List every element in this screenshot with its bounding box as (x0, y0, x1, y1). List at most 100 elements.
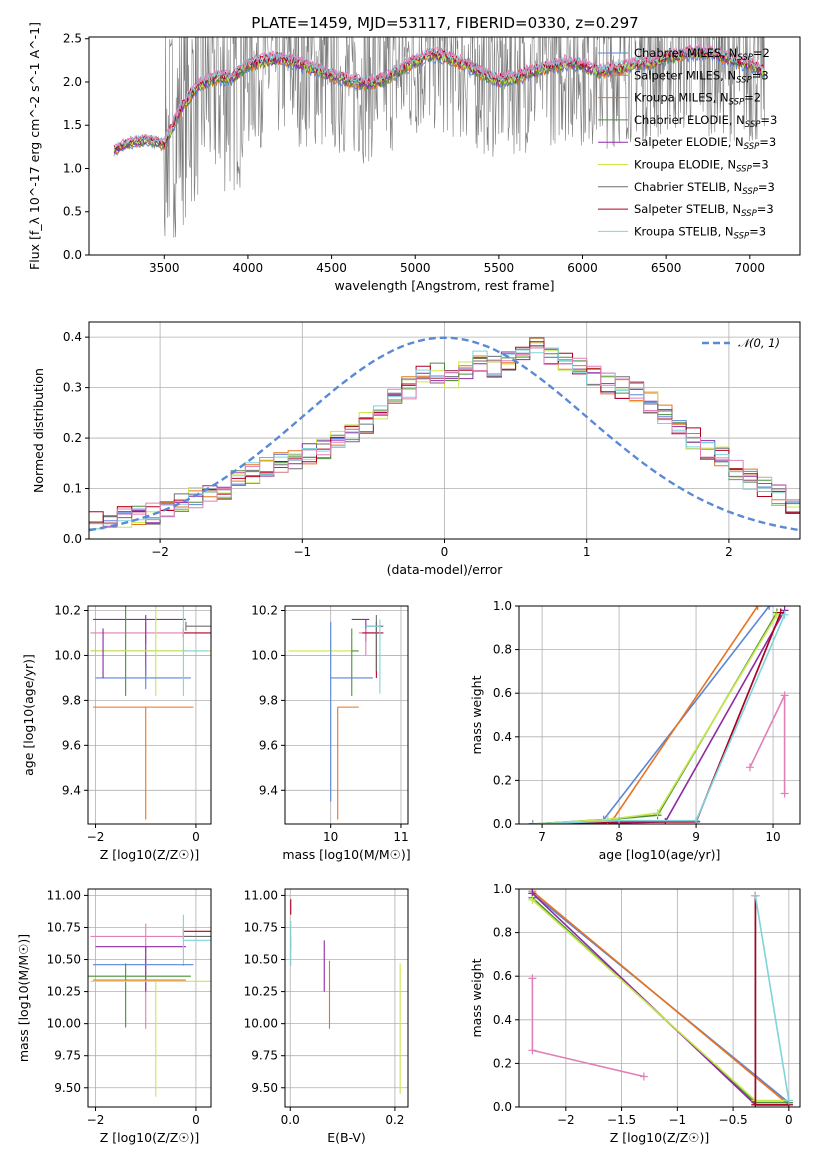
x-tick-label: −2 (151, 545, 169, 559)
x-tick-label: 11 (393, 830, 408, 844)
y-tick-label: 10.0 (251, 648, 278, 662)
weight-marker (528, 895, 537, 904)
weight-marker (780, 691, 789, 700)
weight-marker (528, 820, 537, 824)
plot-area (113, 37, 765, 238)
weight-marker (528, 1046, 537, 1055)
chart-mass_vs_ebv: 0.0 0.2 9.50 9.75 10.00 10.25 10.50 10.75 11.00 E… (244, 888, 409, 1145)
x-tick-label: 7000 (735, 261, 766, 275)
y-axis-label: age [log10(age/yr)] (21, 654, 36, 776)
chart-age_vs_Z: −2 0 9.4 9.6 9.8 10.0 10.2 Z [log10(Z/Z☉)] age [… (21, 603, 212, 862)
plot-area (290, 899, 401, 1095)
weight-marker (780, 789, 789, 798)
x-tick-label: −0.5 (719, 1113, 748, 1127)
y-tick-label: 0.2 (493, 773, 512, 787)
y-tick-label: 1.0 (493, 882, 512, 896)
weight-marker (692, 816, 701, 824)
weight-line (532, 606, 759, 824)
y-tick-label: 2.0 (63, 75, 82, 89)
x-tick-label: 10 (323, 830, 338, 844)
weight-line (532, 614, 786, 824)
legend-label: Salpeter STELIB, NSSP=3 (634, 202, 774, 219)
y-tick-label: 9.6 (259, 738, 278, 752)
chart-spectrum: 3500 4000 4500 5000 5500 6000 6500 7000 0.0 0.5 1.… (27, 22, 801, 293)
axes-frame (87, 605, 212, 825)
x-axis-label: Z [log10(Z/Z☉)] (100, 847, 200, 862)
y-tick-label: 10.2 (251, 603, 278, 617)
y-tick-label: 9.8 (62, 693, 81, 707)
legend-label: Kroupa ELODIE, NSSP=3 (634, 158, 769, 175)
y-tick-label: 11.00 (244, 888, 278, 902)
x-tick-label: 2 (725, 545, 733, 559)
x-tick-label: 0 (785, 1113, 793, 1127)
y-tick-label: 11.00 (47, 888, 81, 902)
weight-marker (745, 763, 754, 772)
y-tick-label: 9.50 (251, 1081, 278, 1095)
x-tick-label: 4000 (233, 261, 264, 275)
axes-frame (284, 605, 409, 825)
y-tick-label: 2.5 (63, 32, 82, 46)
x-tick-label: 5000 (400, 261, 431, 275)
y-tick-label: 0.4 (493, 730, 512, 744)
weight-line (531, 978, 645, 1078)
weight-marker (751, 1100, 760, 1107)
weight-marker (784, 1096, 793, 1105)
weight-line (532, 610, 786, 824)
y-tick-label: 10.00 (244, 1017, 278, 1031)
axes-frame (518, 605, 801, 825)
axes-frame (518, 888, 801, 1108)
x-tick-label: 10 (765, 830, 780, 844)
spectrum-model-line (114, 42, 765, 147)
legend-label: Chabrier STELIB, NSSP=3 (634, 180, 775, 197)
weight-marker (780, 610, 789, 619)
y-axis-label: mass weight (469, 675, 484, 754)
y-tick-label: 10.0 (54, 648, 81, 662)
y-tick-label: 10.25 (244, 985, 278, 999)
axes-frame (284, 888, 409, 1108)
x-tick-label: 4500 (316, 261, 347, 275)
y-tick-label: 0.2 (493, 1056, 512, 1070)
weight-marker (528, 974, 537, 983)
x-tick-label: 5500 (484, 261, 515, 275)
weight-line (749, 695, 786, 794)
chart-age_vs_mass: 10 11 9.4 9.6 9.8 10.0 10.2 mass [log10(M/M☉)] (251, 603, 410, 862)
y-tick-label: 1.5 (63, 118, 82, 132)
x-tick-label: −2 (87, 1113, 105, 1127)
y-tick-label: 0.6 (493, 969, 512, 983)
y-axis-label: mass [log10(M/M☉)] (16, 934, 31, 1062)
y-tick-label: 0.5 (63, 205, 82, 219)
x-tick-label: 0.2 (385, 1113, 404, 1127)
y-tick-label: 10.50 (244, 953, 278, 967)
spectrum-model-line (113, 47, 765, 152)
x-tick-label: 7 (538, 830, 546, 844)
x-axis-label: wavelength [Angstrom, rest frame] (334, 278, 554, 293)
x-tick-label: 6000 (567, 261, 598, 275)
legend-label: Salpeter ELODIE, NSSP=3 (634, 135, 776, 152)
x-tick-label: 3500 (149, 261, 180, 275)
legend-label: Chabrier MILES, NSSP=2 (634, 46, 770, 63)
axes-frame (87, 888, 212, 1108)
y-tick-label: 9.4 (62, 783, 81, 797)
weight-marker (765, 606, 774, 610)
y-tick-label: 1.0 (63, 161, 82, 175)
y-tick-label: 9.50 (54, 1081, 81, 1095)
y-tick-label: 0.6 (493, 686, 512, 700)
x-tick-label: −2 (87, 830, 105, 844)
figure-title: PLATE=1459, MJD=53117, FIBERID=0330, z=0… (251, 14, 638, 32)
weight-marker (639, 1072, 648, 1081)
chart-weight_vs_Z: −2 −1.5 −1 −0.5 0 0.0 0.2 0.4 0.6 0.8 1.0 Z [log10(… (469, 882, 801, 1145)
chart-weight_vs_age: 7 8 9 10 0.0 0.2 0.4 0.6 0.8 1.0 age [log10(age/yr… (469, 599, 801, 862)
legend-label: Kroupa MILES, NSSP=2 (634, 91, 761, 108)
y-tick-label: 9.4 (259, 783, 278, 797)
y-tick-label: 0.1 (63, 482, 82, 496)
x-axis-label: Z [log10(Z/Z☉)] (100, 1130, 200, 1145)
x-axis-label: (data-model)/error (387, 562, 504, 577)
y-tick-label: 9.6 (62, 738, 81, 752)
plot-area (90, 606, 211, 820)
weight-marker (653, 809, 662, 818)
x-tick-label: 1 (583, 545, 591, 559)
y-tick-label: 0.0 (63, 248, 82, 262)
y-tick-label: 9.75 (54, 1049, 81, 1063)
y-tick-label: 10.75 (47, 920, 81, 934)
